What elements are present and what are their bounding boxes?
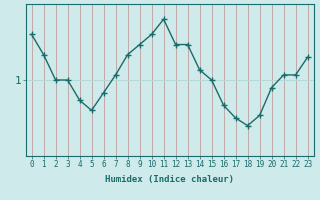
X-axis label: Humidex (Indice chaleur): Humidex (Indice chaleur) [105, 175, 234, 184]
